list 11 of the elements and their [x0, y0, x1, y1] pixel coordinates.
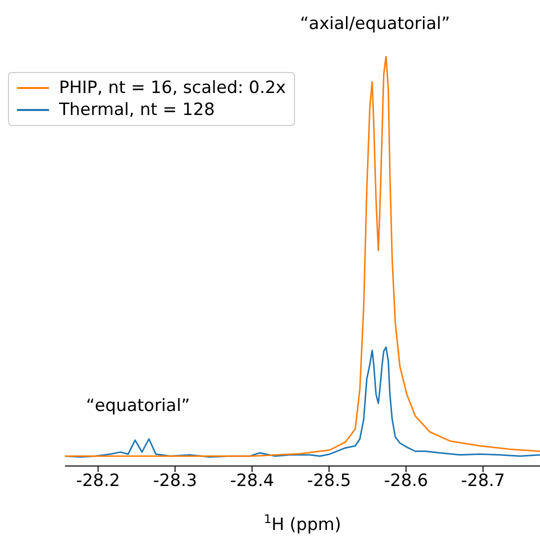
text: “axial/equatorial”	[300, 14, 450, 34]
x-tick-label: -28.2	[76, 471, 120, 492]
legend-label: PHIP, nt = 16, scaled: 0.2x	[59, 77, 286, 99]
x-axis-title: $^{1}$H (ppm)	[264, 512, 342, 535]
legend-label: Thermal, nt = 128	[59, 99, 215, 121]
x-tick-label: -28.3	[153, 471, 198, 492]
x-tick-label: -28.5	[307, 471, 352, 492]
x-tick-label: -28.4	[230, 471, 274, 492]
x-tick-label: -28.6	[384, 471, 428, 492]
x-tick-label: -28.7	[461, 471, 506, 492]
annotation: “equatorial”	[86, 396, 190, 416]
